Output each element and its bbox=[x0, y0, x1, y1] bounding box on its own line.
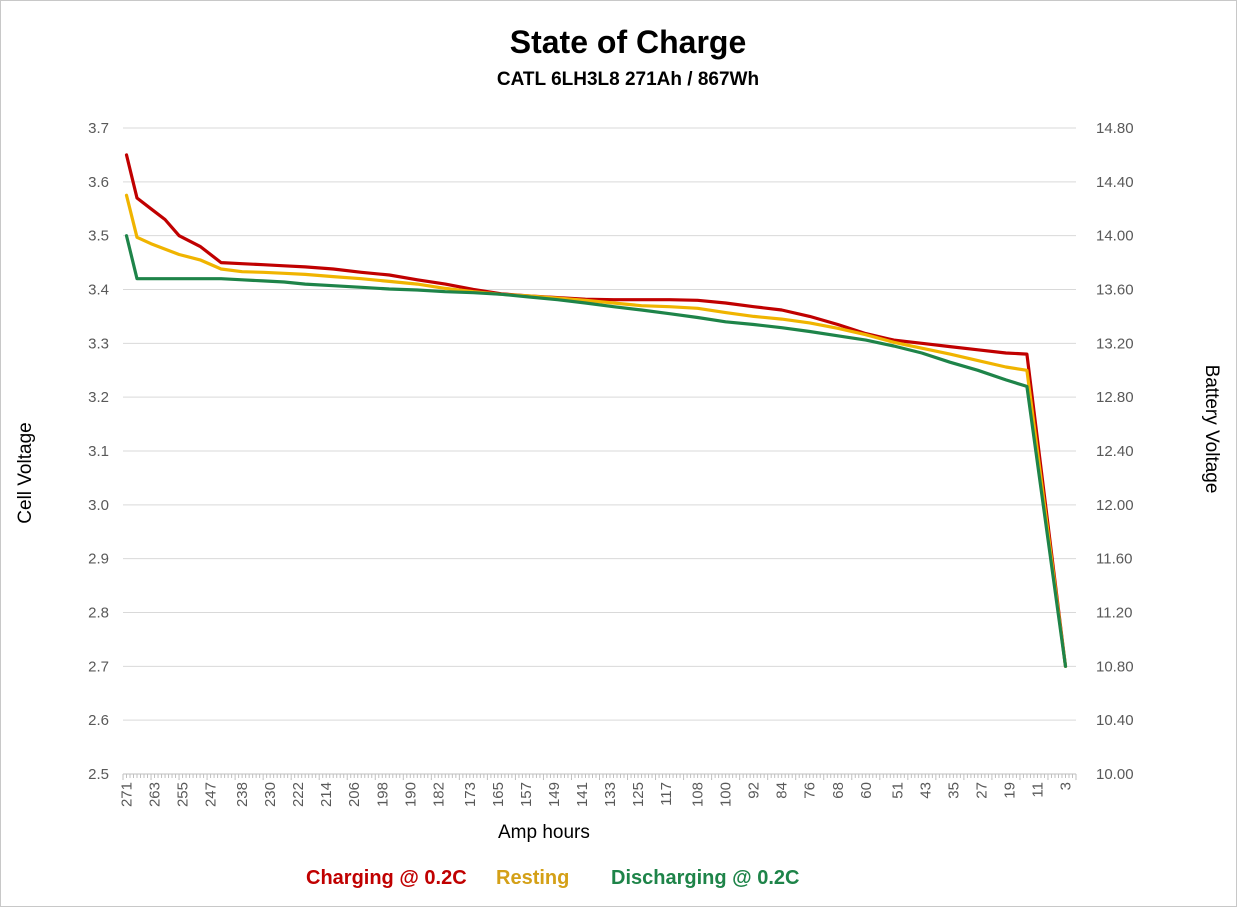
x-tick-label: 263 bbox=[147, 782, 164, 807]
x-tick-label: 125 bbox=[630, 782, 647, 807]
x-tick-label: 92 bbox=[746, 782, 763, 799]
x-tick-label: 84 bbox=[774, 782, 791, 799]
x-axis bbox=[122, 773, 1077, 780]
right-axis-ticks: 10.00 10.40 10.80 11.20 11.60 12.00 12.40 12.80… bbox=[1096, 120, 1134, 783]
legend-item-discharging: Discharging @ 0.2C bbox=[611, 867, 799, 889]
left-tick-label: 3.3 bbox=[88, 335, 109, 352]
x-tick-label: 11 bbox=[1029, 782, 1046, 798]
x-tick-label: 108 bbox=[690, 782, 707, 807]
left-tick-label: 3.0 bbox=[88, 497, 109, 514]
right-tick-label: 10.00 bbox=[1096, 766, 1134, 783]
right-tick-label: 11.20 bbox=[1096, 605, 1132, 622]
right-tick-label: 14.00 bbox=[1096, 228, 1134, 245]
right-tick-label: 13.60 bbox=[1096, 282, 1134, 299]
left-tick-label: 3.6 bbox=[88, 174, 109, 191]
left-tick-label: 3.4 bbox=[88, 282, 109, 299]
x-tick-label: 214 bbox=[318, 782, 335, 807]
right-tick-label: 12.80 bbox=[1096, 389, 1134, 406]
gridlines bbox=[123, 127, 1076, 721]
x-tick-label: 43 bbox=[917, 782, 934, 799]
x-tick-label: 222 bbox=[290, 782, 307, 807]
x-tick-label: 206 bbox=[346, 782, 363, 807]
x-tick-label: 182 bbox=[430, 782, 447, 807]
right-tick-label: 14.40 bbox=[1096, 174, 1134, 191]
series-lines bbox=[124, 153, 1068, 668]
left-tick-label: 2.5 bbox=[88, 766, 109, 783]
left-tick-label: 3.2 bbox=[88, 389, 109, 406]
x-tick-label: 173 bbox=[462, 782, 479, 807]
right-tick-label: 14.80 bbox=[1096, 120, 1134, 137]
x-axis-ticks: 271 263 255 247 238 230 222 214 206 198 190 182 173 1… bbox=[119, 782, 1075, 807]
left-axis-title: Cell Voltage bbox=[15, 422, 36, 523]
x-tick-label: 27 bbox=[973, 782, 990, 799]
x-tick-label: 247 bbox=[203, 782, 220, 807]
right-tick-label: 10.40 bbox=[1096, 712, 1134, 729]
x-tick-label: 35 bbox=[945, 782, 962, 799]
left-tick-label: 2.8 bbox=[88, 605, 109, 622]
right-axis-title: Battery Voltage bbox=[1201, 365, 1222, 494]
x-tick-label: 117 bbox=[658, 782, 675, 806]
series-line-0 bbox=[124, 153, 1068, 668]
left-axis-ticks: 2.5 2.6 2.7 2.8 2.9 3.0 3.1 3.2 3.3 3.4 3.5 3.6 3.7 bbox=[88, 120, 109, 783]
x-tick-label: 3 bbox=[1057, 782, 1074, 790]
x-tick-label: 198 bbox=[374, 782, 391, 807]
x-tick-label: 76 bbox=[802, 782, 819, 799]
x-tick-label: 271 bbox=[119, 782, 136, 807]
legend-item-charging: Charging @ 0.2C bbox=[306, 867, 467, 889]
x-tick-label: 68 bbox=[830, 782, 847, 799]
right-tick-label: 13.20 bbox=[1096, 335, 1134, 352]
x-tick-label: 60 bbox=[858, 782, 875, 799]
x-tick-label: 141 bbox=[574, 782, 591, 807]
x-axis-title: Amp hours bbox=[498, 822, 590, 843]
x-tick-label: 133 bbox=[602, 782, 619, 807]
x-tick-label: 165 bbox=[490, 782, 507, 807]
right-tick-label: 10.80 bbox=[1096, 658, 1134, 675]
x-tick-label: 19 bbox=[1001, 782, 1018, 799]
x-tick-label: 190 bbox=[402, 782, 419, 807]
chart-subtitle: CATL 6LH3L8 271Ah / 867Wh bbox=[497, 69, 759, 90]
x-tick-label: 230 bbox=[262, 782, 279, 807]
x-tick-label: 157 bbox=[518, 782, 535, 807]
left-tick-label: 3.5 bbox=[88, 228, 109, 245]
left-tick-label: 2.7 bbox=[88, 658, 109, 675]
legend-item-resting: Resting bbox=[496, 867, 569, 889]
chart-title: State of Charge bbox=[510, 24, 746, 60]
right-tick-label: 11.60 bbox=[1096, 551, 1132, 568]
left-tick-label: 2.6 bbox=[88, 712, 109, 729]
legend: Charging @ 0.2C Resting Discharging @ 0.… bbox=[306, 867, 799, 889]
x-tick-label: 238 bbox=[234, 782, 251, 807]
left-tick-label: 2.9 bbox=[88, 551, 109, 568]
right-tick-label: 12.00 bbox=[1096, 497, 1134, 514]
right-tick-label: 12.40 bbox=[1096, 443, 1134, 460]
left-tick-label: 3.7 bbox=[88, 120, 109, 137]
x-tick-label: 51 bbox=[889, 782, 906, 799]
x-tick-label: 149 bbox=[546, 782, 563, 807]
left-tick-label: 3.1 bbox=[88, 443, 109, 460]
x-tick-label: 255 bbox=[175, 782, 192, 807]
x-tick-label: 100 bbox=[718, 782, 735, 807]
series-line-2 bbox=[124, 234, 1068, 668]
